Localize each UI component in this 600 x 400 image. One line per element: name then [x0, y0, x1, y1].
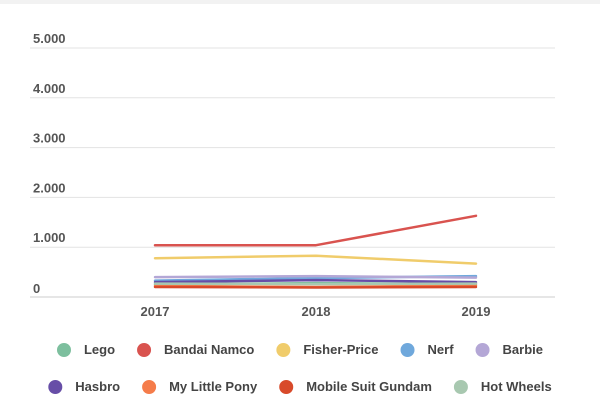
legend-label: Bandai Namco: [164, 342, 254, 357]
legend-item[interactable]: Lego: [56, 342, 115, 357]
legend-item[interactable]: Fisher-Price: [276, 342, 379, 357]
legend-swatch: [137, 343, 152, 357]
series-layer: [153, 214, 478, 289]
series-line-fisher-price[interactable]: [153, 254, 478, 265]
y-tick-label: 2.000: [33, 180, 66, 195]
y-tick-label: 0: [33, 281, 40, 296]
legend-item[interactable]: Hasbro: [48, 379, 120, 394]
legend-label: Nerf: [428, 342, 455, 357]
grid-layer: 0 1.000 2.000 3.000 4.000 5.000: [30, 31, 555, 298]
legend-label: Hasbro: [75, 379, 120, 394]
legend-swatch: [276, 343, 291, 357]
legend-label: Fisher-Price: [303, 342, 378, 357]
legend-swatch: [475, 343, 490, 357]
series-line-hot-wheels[interactable]: [153, 282, 478, 286]
legend-swatch: [142, 380, 157, 394]
x-tick-label: 2019: [462, 304, 491, 319]
x-tick-label: 2018: [302, 304, 331, 319]
series-line-bandai-namco[interactable]: [153, 214, 478, 247]
y-tick-label: 5.000: [33, 31, 66, 46]
legend-label: Barbie: [503, 342, 543, 357]
x-tick-label: 2017: [141, 304, 170, 319]
legend-item[interactable]: Nerf: [400, 342, 455, 357]
legend-item[interactable]: Bandai Namco: [137, 342, 254, 357]
legend-item[interactable]: My Little Pony: [142, 379, 258, 394]
legend-swatch: [279, 380, 294, 394]
legend-item[interactable]: Barbie: [475, 342, 543, 357]
legend-label: My Little Pony: [169, 379, 258, 394]
legend-label: Mobile Suit Gundam: [306, 379, 432, 394]
legend-item[interactable]: Hot Wheels: [453, 379, 552, 394]
series-line-hasbro[interactable]: [153, 278, 478, 284]
y-tick-label: 3.000: [33, 131, 66, 146]
top-edge-band: [0, 0, 600, 4]
y-tick-label: 1.000: [33, 230, 66, 245]
series-line-mobile-suit-gundam[interactable]: [153, 285, 478, 289]
y-tick-label: 4.000: [33, 81, 66, 96]
legend-label: Hot Wheels: [481, 379, 552, 394]
legend-item[interactable]: Mobile Suit Gundam: [279, 379, 432, 394]
legend-label: Lego: [84, 342, 115, 357]
x-axis-ticks: 2017 2018 2019: [141, 304, 491, 319]
series-line-barbie[interactable]: [153, 274, 478, 279]
legend: Lego Bandai Namco Fisher-Price Nerf Barbie Ha…: [48, 342, 552, 394]
legend-swatch: [56, 343, 71, 357]
legend-swatch: [48, 380, 63, 394]
legend-swatch: [400, 343, 415, 357]
legend-swatch: [453, 380, 468, 394]
